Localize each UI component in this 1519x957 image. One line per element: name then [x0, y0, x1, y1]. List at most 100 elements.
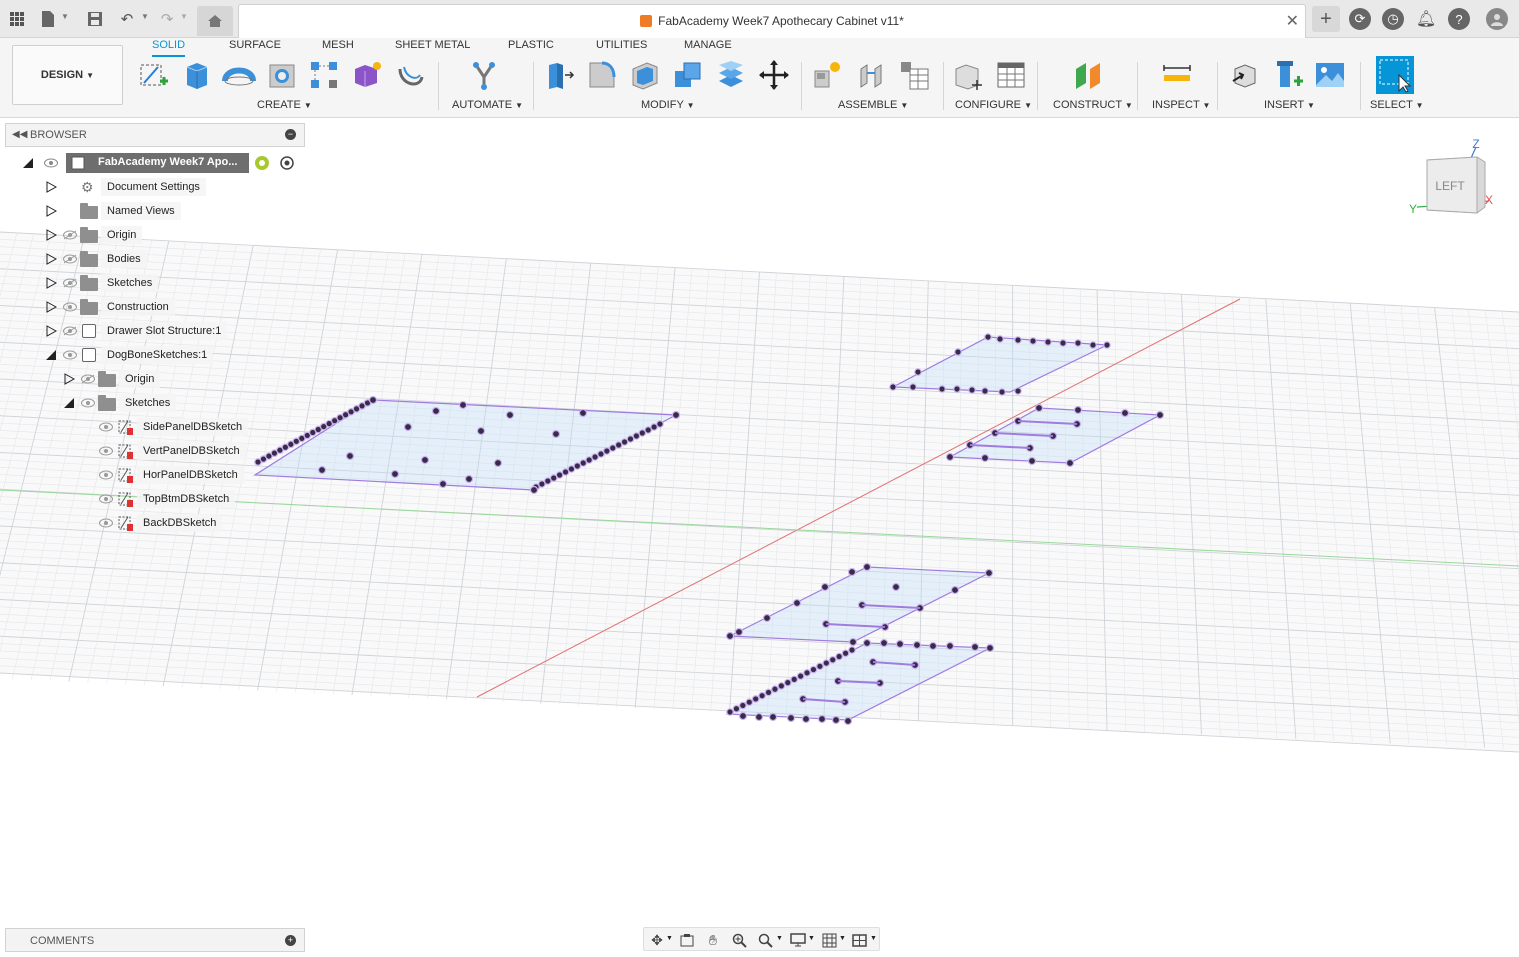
sketch-point[interactable] — [801, 714, 811, 724]
sketch-point[interactable] — [928, 641, 938, 651]
sketch-line[interactable] — [1017, 420, 1078, 425]
sketch-point[interactable] — [538, 480, 546, 488]
change-parameters-icon[interactable] — [951, 58, 985, 92]
sketch-point[interactable] — [476, 426, 486, 436]
file-menu-caret-icon[interactable]: ▼ — [61, 12, 69, 21]
expand-triangle-icon[interactable] — [63, 373, 75, 385]
assemble-menu[interactable]: ASSEMBLE ▼ — [838, 99, 908, 111]
sketch-point[interactable] — [909, 383, 917, 391]
sketch-point[interactable] — [968, 386, 976, 394]
sketch-line[interactable] — [994, 432, 1054, 437]
expand-triangle-icon[interactable] — [45, 277, 57, 289]
component-color-cycle-icon[interactable] — [254, 155, 270, 171]
collapse-panel-icon[interactable]: ◀◀ — [12, 129, 28, 140]
add-comment-icon[interactable]: + — [285, 935, 296, 946]
sketch-point[interactable] — [862, 562, 872, 572]
sketch-profiles[interactable] — [253, 333, 1165, 726]
move-copy-icon[interactable] — [757, 58, 791, 92]
visibility-eye-icon[interactable] — [99, 470, 113, 480]
sketch-point[interactable] — [1065, 458, 1075, 468]
expand-triangle-icon[interactable] — [45, 301, 57, 313]
redo-caret-icon[interactable]: ▼ — [180, 12, 188, 21]
sketch-point[interactable] — [626, 435, 635, 443]
sketch-profile[interactable] — [890, 336, 1110, 393]
sketch-point[interactable] — [938, 385, 946, 393]
tree-item-label[interactable]: BackDBSketch — [137, 512, 223, 534]
help-icon[interactable]: ? — [1448, 8, 1470, 30]
sketch-point[interactable] — [945, 641, 955, 651]
sketch-point[interactable] — [544, 477, 552, 485]
sketch-point[interactable] — [817, 714, 827, 724]
sketch-point[interactable] — [945, 452, 955, 462]
offset-plane-icon[interactable] — [1071, 58, 1105, 92]
sketch-point[interactable] — [638, 429, 647, 437]
visibility-eye-icon[interactable] — [81, 398, 95, 408]
sketch-point[interactable] — [1044, 338, 1052, 346]
visibility-eye-icon[interactable] — [99, 422, 113, 432]
sketch-point[interactable] — [614, 441, 623, 449]
sketch-point[interactable] — [816, 662, 824, 671]
sketch-line[interactable] — [969, 444, 1031, 449]
sketch-point[interactable] — [368, 395, 378, 405]
sketch-point[interactable] — [1027, 456, 1037, 466]
configure-menu[interactable]: CONFIGURE ▼ — [955, 99, 1032, 111]
orbit-icon[interactable]: ✥ — [651, 931, 663, 948]
sketch-point[interactable] — [847, 567, 857, 577]
tree-item-label[interactable]: Origin — [101, 224, 143, 246]
close-tab-icon[interactable]: ✕ — [1285, 13, 1299, 30]
sketch-point[interactable] — [981, 387, 989, 395]
sketch-point[interactable] — [591, 453, 599, 461]
fit-window-icon[interactable] — [756, 931, 774, 949]
sketch-point[interactable] — [1034, 403, 1044, 413]
sketch-point[interactable] — [980, 453, 990, 463]
tab-surface[interactable]: SURFACE — [229, 39, 281, 51]
sketch-point[interactable] — [738, 711, 748, 721]
comments-panel[interactable]: COMMENTS + — [5, 928, 305, 952]
select-menu[interactable]: SELECT ▼ — [1370, 99, 1424, 111]
sketch-point[interactable] — [1120, 408, 1130, 418]
sketch-point[interactable] — [803, 669, 811, 677]
revolve-icon[interactable] — [222, 58, 256, 92]
tree-item-label[interactable]: Named Views — [101, 200, 181, 222]
tree-item-label[interactable]: Sketches — [119, 392, 177, 414]
sketch-point[interactable] — [912, 640, 922, 650]
table-joint-icon[interactable] — [897, 58, 931, 92]
sketch-point[interactable] — [431, 406, 441, 416]
hidden-eye-icon[interactable] — [63, 230, 77, 240]
sketch-point[interactable] — [745, 698, 754, 707]
expand-triangle-icon[interactable] — [45, 229, 57, 241]
press-pull-icon[interactable] — [542, 58, 576, 92]
model-canvas[interactable] — [0, 119, 1519, 957]
tab-manage[interactable]: MANAGE — [684, 39, 732, 51]
sketch-point[interactable] — [620, 438, 629, 446]
insert-canvas-icon[interactable] — [1313, 58, 1347, 92]
look-at-icon[interactable] — [678, 931, 696, 949]
sketch-point[interactable] — [790, 675, 799, 684]
new-component-icon[interactable] — [810, 58, 844, 92]
create-sketch-icon[interactable] — [137, 58, 171, 92]
select-tool-icon[interactable] — [1376, 56, 1414, 94]
collapse-triangle-icon[interactable] — [63, 397, 75, 409]
viewcube-face-left[interactable] — [1426, 156, 1478, 214]
collapse-triangle-icon[interactable] — [45, 349, 57, 361]
sketch-point[interactable] — [764, 688, 773, 697]
sketch-point[interactable] — [317, 465, 327, 475]
sketch-point[interactable] — [549, 474, 558, 482]
viewcube[interactable]: LEFT Z Y X — [1405, 135, 1500, 230]
insert-derive-icon[interactable] — [1228, 58, 1262, 92]
expand-triangle-icon[interactable] — [45, 253, 57, 265]
visibility-eye-icon[interactable] — [63, 302, 77, 312]
sketch-point[interactable] — [970, 642, 980, 652]
sketch-point[interactable] — [1014, 387, 1022, 395]
sketch-point[interactable] — [998, 388, 1006, 396]
clock-icon[interactable]: ◷ — [1382, 8, 1404, 30]
sketch-point[interactable] — [754, 712, 764, 722]
sketch-point[interactable] — [1155, 410, 1165, 420]
derive-icon[interactable] — [393, 58, 427, 92]
sketch-point[interactable] — [608, 444, 617, 452]
sketch-point[interactable] — [656, 420, 664, 428]
home-tab[interactable] — [197, 6, 233, 36]
root-document-label[interactable]: FabAcademy Week7 Apo... — [66, 153, 249, 173]
measure-icon[interactable] — [1160, 58, 1194, 92]
sketch-point[interactable] — [848, 646, 856, 654]
